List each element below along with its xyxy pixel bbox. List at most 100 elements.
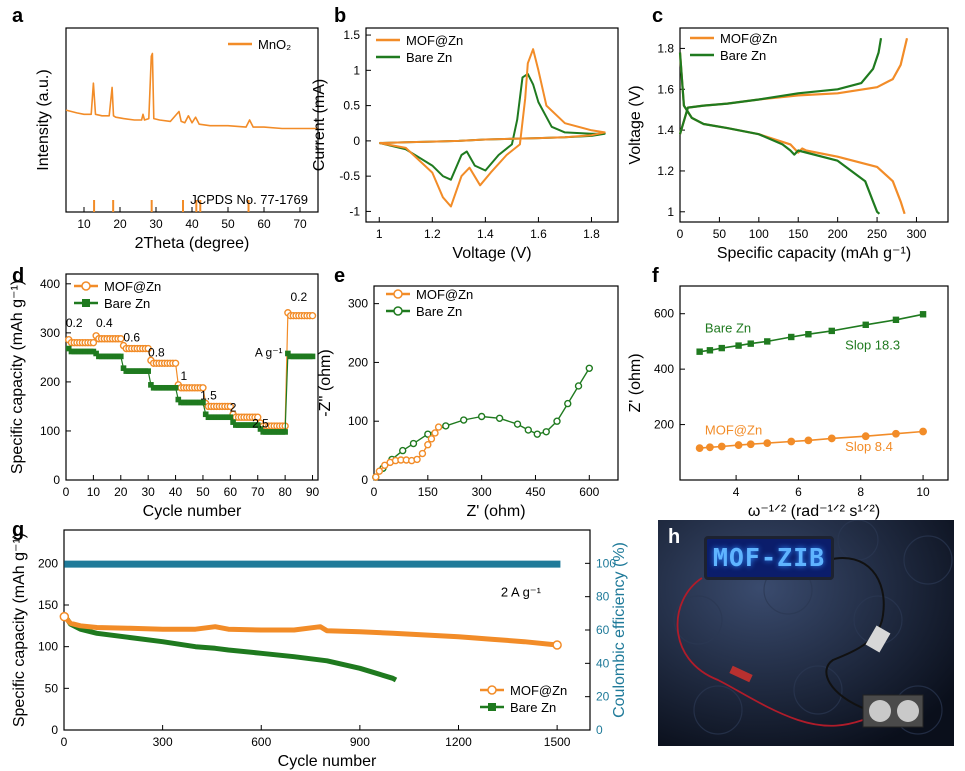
nyquist-point-mof-zn <box>424 441 432 449</box>
panel-label-g: g <box>12 519 24 541</box>
slope-label: Slop 18.3 <box>845 337 900 352</box>
nyquist-point-bare-zn <box>477 412 486 421</box>
y-tick-label: 100 <box>348 414 368 428</box>
fit-point <box>919 311 927 318</box>
y-tick-label: 1.6 <box>657 82 674 96</box>
panel-label-c: c <box>652 5 663 27</box>
nyquist-point-bare-zn <box>574 382 583 390</box>
fit-point <box>717 442 726 451</box>
photo-panel-h: MOF-ZIB h <box>658 520 954 746</box>
rate-point <box>93 350 99 357</box>
fit-point <box>763 439 772 448</box>
legend-label: MOF@Zn <box>406 33 463 48</box>
gcd-curve-bare-zn <box>678 52 881 215</box>
panel-label-a: a <box>12 5 24 27</box>
rate-point <box>230 419 236 425</box>
nyquist-point-bare-zn <box>513 420 522 428</box>
legend-label: Bare Zn <box>416 304 462 319</box>
rate-point <box>117 335 125 343</box>
y-tick-label: 50 <box>45 681 59 695</box>
y-tick-label: 150 <box>38 598 58 612</box>
cv-line-bare-zn <box>379 72 606 181</box>
rate-label: 0.4 <box>96 316 113 330</box>
nyquist-point-mof-zn <box>375 467 384 475</box>
rate-label: A g⁻¹ <box>255 345 283 359</box>
nyquist-point-mof-zn <box>413 455 421 464</box>
rate-label: 0.2 <box>66 316 83 330</box>
fit-point <box>827 434 836 443</box>
x-tick-label: 450 <box>525 485 545 499</box>
fit-point <box>706 443 714 452</box>
legend-marker <box>487 685 497 695</box>
x-tick-label: 90 <box>306 485 320 499</box>
x-tick-label: 10 <box>77 217 91 231</box>
x-tick-label: 0 <box>371 485 378 499</box>
x-tick-label: 40 <box>185 217 199 231</box>
x-tick-label: 0 <box>61 735 68 749</box>
panel-label-e: e <box>334 265 345 287</box>
gcd-curve-mof-zn <box>678 52 906 215</box>
legend-label: MOF@Zn <box>510 683 567 698</box>
y-tick-label: 400 <box>40 277 60 291</box>
x-tick-label: 10 <box>87 485 101 499</box>
y-tick-label: 600 <box>654 307 674 321</box>
legend-label: MOF@Zn <box>104 279 161 294</box>
rate-point <box>227 414 234 421</box>
x-tick-label: 6 <box>795 485 802 499</box>
red-clip <box>729 665 753 683</box>
cycling-line-mof-zn <box>62 614 558 648</box>
x-tick-label: 8 <box>857 485 864 499</box>
x-tick-label: 0 <box>677 227 684 241</box>
x-tick-label: 250 <box>867 227 887 241</box>
nyquist-point-bare-zn <box>585 364 593 373</box>
fit-point <box>919 427 927 436</box>
y2-axis-label: Coulombic efficiency (%) <box>611 542 628 718</box>
fit-point <box>735 342 742 349</box>
x-tick-label: 600 <box>579 485 599 499</box>
rate-point <box>285 350 291 357</box>
x-axis-label: 2Theta (degree) <box>135 235 250 252</box>
rate-point <box>202 411 209 418</box>
series-label: Bare Zn <box>705 320 751 335</box>
fit-point <box>747 340 754 347</box>
rate-label: 2.5 <box>252 417 269 431</box>
x-tick-label: 10 <box>916 485 930 499</box>
fit-point <box>734 441 743 449</box>
panel-label-b: b <box>334 5 346 27</box>
cycling-first-point <box>59 611 70 622</box>
x-tick-label: 60 <box>224 485 238 499</box>
y-axis-label: Specific capacity (mAh g⁻¹) <box>9 280 26 474</box>
x-tick-label: 60 <box>257 217 271 231</box>
legend-marker <box>488 703 496 711</box>
legend-label: Bare Zn <box>510 700 556 715</box>
y-tick-label: 0 <box>361 473 368 487</box>
x-axis-label: ω⁻¹ᐟ² (rad⁻¹ᐟ² s¹ᐟ²) <box>748 503 880 520</box>
nyquist-point-bare-zn <box>409 439 418 448</box>
switch <box>865 625 891 653</box>
red-wire <box>676 577 864 727</box>
rate-point <box>254 413 262 421</box>
rate-point <box>309 353 316 360</box>
rate-point <box>282 429 288 435</box>
coin-cell <box>869 700 891 722</box>
legend-marker <box>81 281 91 291</box>
y-tick-label: 0 <box>51 723 58 737</box>
fit-point <box>892 429 900 438</box>
rate-label: 0.2 <box>290 290 307 304</box>
y-tick-label: 0.5 <box>343 99 360 113</box>
y2-tick-label: 60 <box>596 623 610 637</box>
jcpds-annotation: JCPDS No. 77-1769 <box>190 192 308 207</box>
x-tick-label: 50 <box>713 227 727 241</box>
cycling-last-point <box>552 640 562 650</box>
y-tick-label: 0 <box>353 134 360 148</box>
y-tick-label: 200 <box>40 375 60 389</box>
nyquist-point-bare-zn <box>424 430 432 438</box>
y-axis-label: Current (mA) <box>311 79 328 171</box>
x-tick-label: 1.2 <box>424 227 441 241</box>
fit-point <box>695 444 704 453</box>
nyquist-point-bare-zn <box>533 430 541 438</box>
rate-point <box>117 353 124 360</box>
plot-frame-c <box>679 27 949 223</box>
nyquist-point-bare-zn <box>495 414 504 422</box>
